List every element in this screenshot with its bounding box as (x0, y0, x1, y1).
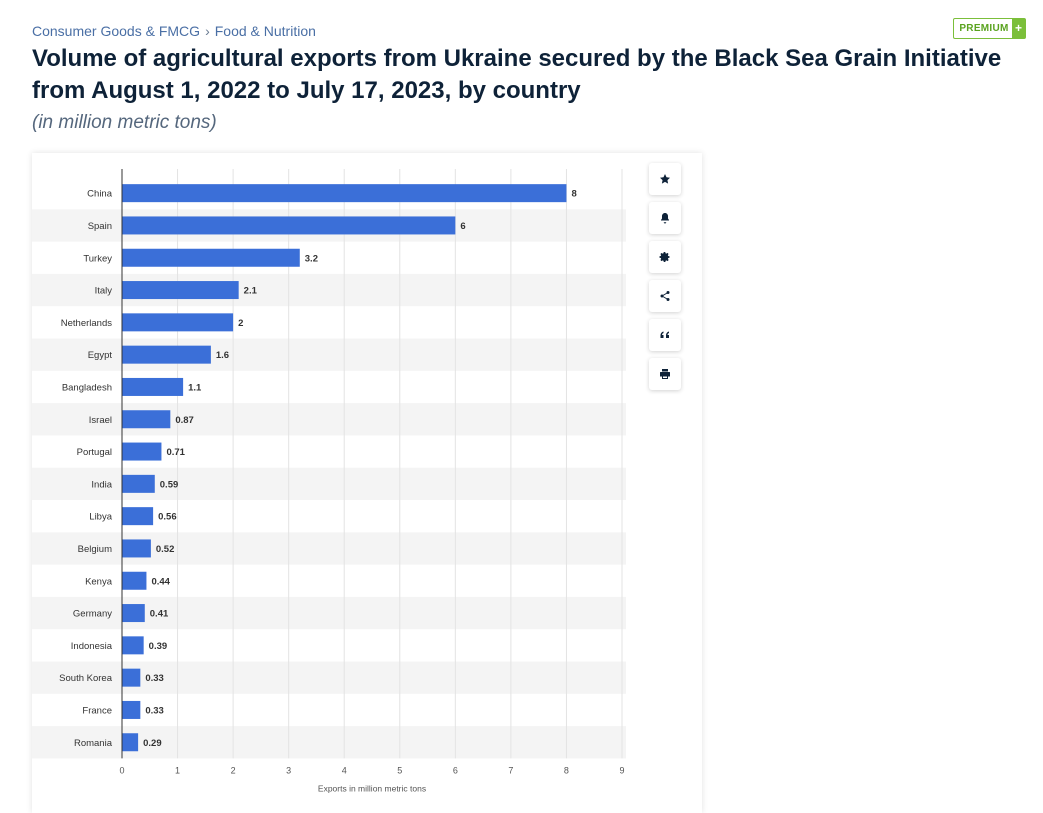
category-label: Portugal (77, 447, 112, 458)
quote-icon (660, 331, 669, 338)
x-tick-label: 8 (564, 765, 569, 775)
row-stripe (32, 661, 626, 694)
category-label: Spain (88, 221, 112, 232)
category-label: Germany (73, 609, 112, 620)
x-tick-label: 0 (119, 765, 124, 775)
breadcrumb-category-link[interactable]: Consumer Goods & FMCG (32, 23, 201, 39)
category-label: Turkey (83, 253, 112, 264)
star-icon (660, 174, 670, 184)
bar-spain[interactable] (122, 216, 456, 235)
bar-china[interactable] (122, 184, 567, 203)
category-label: Bangladesh (62, 382, 112, 393)
print-icon (660, 369, 670, 379)
value-label: 0.33 (145, 673, 164, 684)
row-stripe (32, 532, 626, 565)
value-label: 0.71 (166, 447, 185, 458)
value-label: 0.56 (158, 512, 177, 523)
value-label: 0.33 (145, 705, 164, 716)
row-stripe (32, 467, 626, 500)
value-label: 2.1 (244, 286, 258, 297)
category-label: China (87, 189, 113, 200)
row-stripe (32, 726, 626, 759)
bar-bangladesh[interactable] (122, 377, 184, 396)
value-label: 1.1 (188, 382, 202, 393)
x-tick-label: 5 (397, 765, 402, 775)
breadcrumb: Consumer Goods & FMCG › Food & Nutrition (32, 23, 316, 39)
value-label: 0.29 (143, 738, 162, 749)
value-label: 0.59 (160, 479, 179, 490)
page-title: Volume of agricultural exports from Ukra… (32, 45, 1002, 104)
bar-italy[interactable] (122, 281, 239, 300)
bell-icon (661, 213, 669, 224)
bar-south-korea[interactable] (122, 668, 141, 687)
premium-plus: + (1012, 19, 1025, 38)
premium-label: PREMIUM (959, 23, 1009, 34)
value-label: 3.2 (305, 253, 318, 264)
notification-button[interactable] (649, 202, 681, 234)
page-subtitle: (in million metric tons) (32, 112, 217, 133)
share-button[interactable] (649, 280, 681, 312)
row-stripe (32, 403, 626, 436)
category-label: Kenya (85, 576, 113, 587)
x-tick-label: 2 (231, 765, 236, 775)
bar-indonesia[interactable] (122, 636, 144, 655)
row-stripe (32, 273, 626, 307)
share-icon (660, 291, 670, 301)
bar-libya[interactable] (122, 507, 154, 526)
bar-france[interactable] (122, 700, 141, 719)
bar-egypt[interactable] (122, 345, 211, 364)
gear-icon (659, 252, 670, 263)
category-label: South Korea (59, 673, 113, 684)
category-label: Indonesia (71, 641, 113, 652)
x-tick-label: 9 (619, 765, 624, 775)
value-label: 0.41 (150, 609, 169, 620)
category-label: Belgium (78, 544, 112, 555)
print-button[interactable] (649, 358, 681, 390)
category-label: Netherlands (61, 318, 112, 329)
value-label: 6 (460, 221, 465, 232)
category-label: Libya (89, 512, 112, 523)
bar-turkey[interactable] (122, 248, 300, 267)
row-stripe (32, 338, 626, 371)
bar-germany[interactable] (122, 604, 145, 623)
category-label: Israel (89, 415, 112, 426)
x-tick-label: 1 (175, 765, 180, 775)
category-label: Italy (95, 286, 113, 297)
x-tick-label: 4 (342, 765, 347, 775)
x-tick-label: 6 (453, 765, 458, 775)
value-label: 1.6 (216, 350, 229, 361)
bar-netherlands[interactable] (122, 313, 234, 332)
value-label: 0.39 (149, 641, 168, 652)
breadcrumb-separator: › (205, 23, 210, 39)
bar-kenya[interactable] (122, 571, 147, 590)
x-tick-label: 7 (508, 765, 513, 775)
bar-portugal[interactable] (122, 442, 162, 461)
premium-badge[interactable]: PREMIUM + (953, 18, 1026, 39)
row-stripe (32, 596, 626, 630)
chart-card: China 8 Spain 6 Turkey 3.2 Italy 2.1 Netherlands… (32, 153, 702, 813)
value-label: 2 (238, 318, 243, 329)
cite-button[interactable] (649, 319, 681, 351)
category-label: Romania (74, 738, 113, 749)
value-label: 0.87 (175, 415, 194, 426)
favorite-button[interactable] (649, 163, 681, 195)
category-label: India (91, 479, 112, 490)
settings-button[interactable] (649, 241, 681, 273)
category-label: Egypt (88, 350, 113, 361)
bar-belgium[interactable] (122, 539, 151, 558)
value-label: 0.52 (156, 544, 175, 555)
bar-israel[interactable] (122, 410, 171, 429)
bar-romania[interactable] (122, 733, 139, 752)
value-label: 0.44 (151, 576, 170, 587)
breadcrumb-subcategory-link[interactable]: Food & Nutrition (214, 23, 316, 39)
bar-chart: China 8 Spain 6 Turkey 3.2 Italy 2.1 Netherlands… (32, 169, 626, 793)
category-label: France (82, 705, 112, 716)
x-axis-title: Exports in million metric tons (318, 783, 426, 793)
x-tick-label: 3 (286, 765, 291, 775)
value-label: 8 (571, 189, 576, 200)
bar-india[interactable] (122, 474, 155, 493)
